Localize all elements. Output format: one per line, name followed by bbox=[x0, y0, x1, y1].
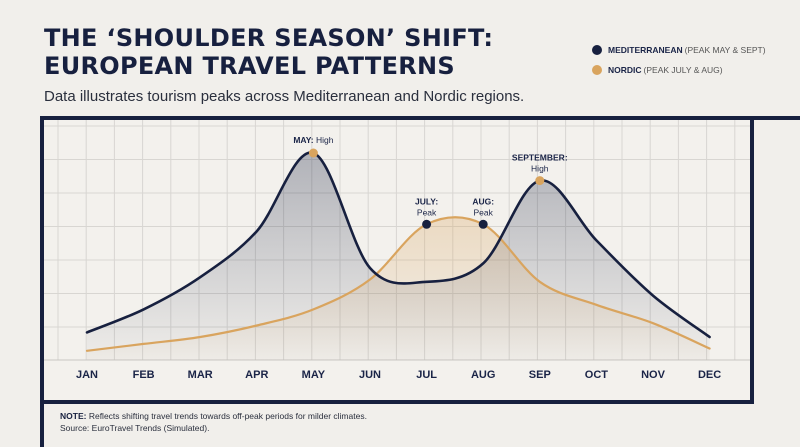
x-tick-label-jul: JUL bbox=[416, 369, 437, 381]
annotation-label: JULY: bbox=[415, 196, 438, 206]
frame-border-left bbox=[40, 116, 44, 447]
title-line-1: THE ‘SHOULDER SEASON’ SHIFT: bbox=[44, 24, 494, 52]
x-tick-label-jun: JUN bbox=[359, 369, 381, 381]
peak-marker bbox=[535, 176, 545, 186]
legend-item-nordic: NORDIC (PEAK JULY & AUG) bbox=[592, 60, 766, 80]
chart-legend: MEDITERRANEAN (PEAK MAY & SEPT) NORDIC (… bbox=[592, 40, 766, 80]
footnote: NOTE: Reflects shifting travel trends to… bbox=[60, 410, 367, 434]
x-tick-label-nov: NOV bbox=[641, 369, 666, 381]
peak-marker bbox=[422, 219, 432, 229]
note-source: Source: EuroTravel Trends (Simulated). bbox=[60, 423, 210, 433]
legend-swatch-nordic bbox=[592, 65, 602, 75]
series-line-nordic bbox=[85, 216, 711, 352]
x-tick-label-feb: FEB bbox=[133, 369, 155, 381]
x-tick-label-oct: OCT bbox=[585, 369, 609, 381]
x-tick-label-mar: MAR bbox=[188, 369, 213, 381]
legend-label-nordic: NORDIC bbox=[608, 65, 642, 75]
plot-area: JAN FEB MAR APR MAY JUN JUL AUG SEP OCT NOV DEC MAY:… bbox=[44, 120, 750, 400]
legend-swatch-mediterranean bbox=[592, 45, 602, 55]
x-tick-label-jan: JAN bbox=[76, 369, 98, 381]
frame-border-bottom bbox=[40, 400, 754, 404]
annotation-sublabel: Peak bbox=[417, 207, 437, 217]
annotation-sublabel: High bbox=[531, 164, 549, 174]
x-tick-label-aug: AUG bbox=[471, 369, 495, 381]
x-tick-label-may: MAY bbox=[302, 369, 326, 381]
peak-marker bbox=[478, 219, 488, 229]
frame-border-top bbox=[40, 116, 800, 120]
annotation-label: AUG: bbox=[472, 196, 494, 206]
peak-marker bbox=[308, 148, 318, 158]
annotation-label: MAY: High bbox=[293, 135, 333, 145]
chart-title: THE ‘SHOULDER SEASON’ SHIFT: EUROPEAN TR… bbox=[44, 24, 493, 80]
note-label: NOTE: bbox=[60, 411, 87, 421]
legend-detail-nordic: (PEAK JULY & AUG) bbox=[643, 65, 723, 75]
chart-subtitle: Data illustrates tourism peaks across Me… bbox=[44, 88, 525, 105]
annotation-sublabel: Peak bbox=[474, 207, 494, 217]
x-tick-label-sep: SEP bbox=[529, 369, 551, 381]
x-tick-label-apr: APR bbox=[245, 369, 268, 381]
series-line-mediterranean bbox=[85, 151, 711, 339]
legend-detail-mediterranean: (PEAK MAY & SEPT) bbox=[684, 45, 766, 55]
legend-label-mediterranean: MEDITERRANEAN bbox=[608, 45, 683, 55]
frame-border-right bbox=[750, 116, 754, 400]
legend-item-mediterranean: MEDITERRANEAN (PEAK MAY & SEPT) bbox=[592, 40, 766, 60]
area-nordic bbox=[87, 217, 710, 360]
annotation-label: SEPTEMBER: bbox=[512, 153, 568, 163]
note-text: Reflects shifting travel trends towards … bbox=[88, 411, 367, 421]
line-chart: JAN FEB MAR APR MAY JUN JUL AUG SEP OCT NOV DEC MAY:… bbox=[44, 120, 750, 381]
x-tick-label-dec: DEC bbox=[698, 369, 721, 381]
title-line-2: EUROPEAN TRAVEL PATTERNS bbox=[44, 52, 456, 80]
